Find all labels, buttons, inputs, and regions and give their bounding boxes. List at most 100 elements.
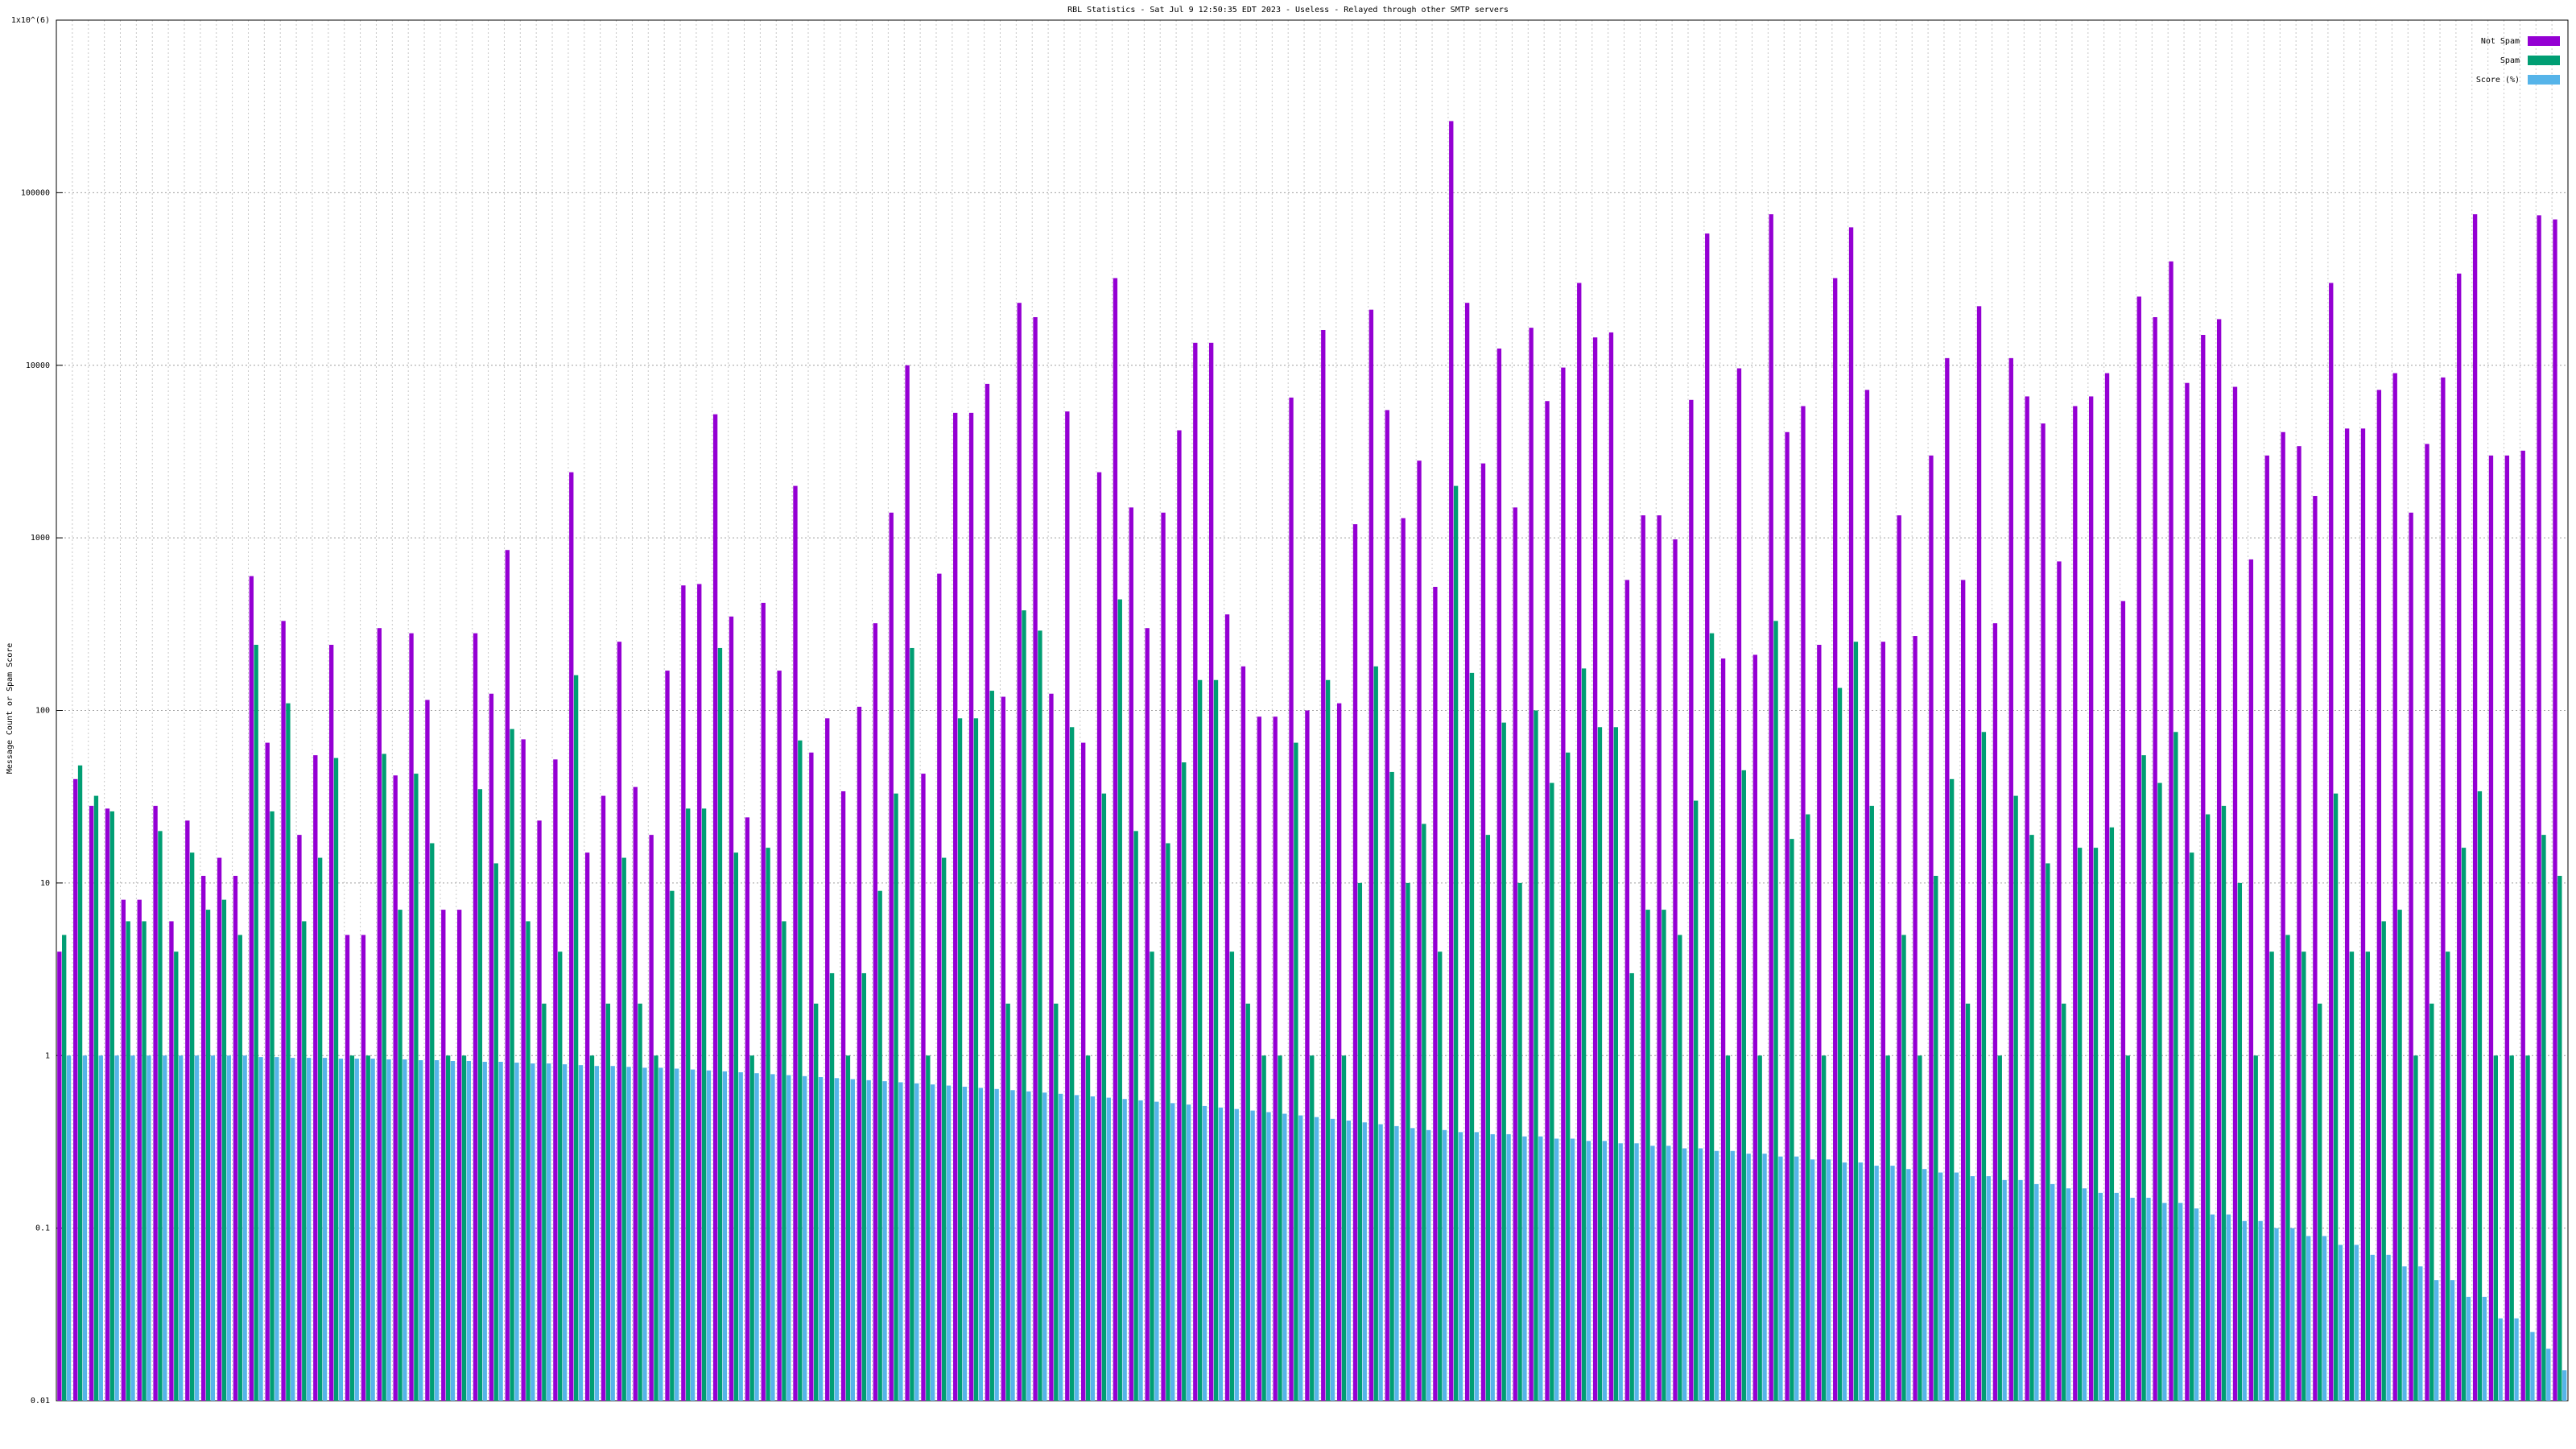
- bar: [526, 921, 530, 1401]
- bar: [877, 890, 882, 1401]
- bar: [1368, 309, 1374, 1402]
- bar: [2073, 406, 2078, 1402]
- bar: [1517, 882, 1522, 1401]
- bar: [766, 848, 770, 1401]
- bar: [1545, 401, 1550, 1401]
- bar: [1981, 732, 1987, 1401]
- bar: [1453, 485, 1459, 1401]
- bar: [2264, 455, 2269, 1402]
- bar: [2498, 1318, 2503, 1401]
- bar: [258, 1057, 263, 1401]
- legend-swatch: [2528, 75, 2560, 85]
- bar: [1261, 1055, 1266, 1401]
- bar: [1193, 342, 1198, 1401]
- bar: [2201, 335, 2206, 1401]
- bar: [1394, 1125, 1399, 1401]
- bar: [605, 1003, 611, 1401]
- bar: [1378, 1124, 1383, 1401]
- bar: [1325, 679, 1331, 1401]
- bar: [985, 383, 990, 1402]
- y-tick-label: 100: [35, 707, 50, 716]
- bar: [498, 1062, 503, 1401]
- bar: [1794, 1156, 1799, 1401]
- bar: [1592, 337, 1598, 1401]
- bar: [2157, 782, 2162, 1401]
- bar: [345, 935, 350, 1401]
- bar: [1801, 406, 1806, 1402]
- bar: [98, 1055, 103, 1401]
- bar: [1769, 214, 1773, 1402]
- bar: [1929, 455, 1934, 1402]
- bar: [338, 1059, 344, 1401]
- bar: [2153, 316, 2157, 1401]
- bar: [2242, 1220, 2247, 1401]
- bar: [493, 863, 498, 1401]
- bar: [441, 910, 446, 1401]
- bar: [1581, 668, 1587, 1401]
- bar: [163, 1055, 167, 1401]
- bar: [946, 1085, 952, 1401]
- bar: [601, 795, 606, 1401]
- bar: [1741, 770, 1746, 1401]
- bar: [2130, 1197, 2135, 1401]
- bar: [217, 857, 222, 1401]
- bar: [649, 835, 654, 1401]
- bar: [169, 921, 174, 1401]
- bar: [1837, 687, 1843, 1401]
- y-tick-label: 10000: [26, 361, 50, 370]
- bar: [2429, 1003, 2434, 1401]
- bar: [409, 633, 414, 1401]
- bar: [782, 921, 786, 1401]
- bar: [569, 472, 574, 1401]
- y-tick-label: 100000: [21, 188, 50, 197]
- bar: [2365, 952, 2371, 1401]
- bar: [1650, 1146, 1655, 1401]
- bar: [237, 935, 242, 1401]
- bar: [1773, 621, 1778, 1401]
- bar: [2297, 446, 2301, 1401]
- bar: [1577, 283, 1582, 1401]
- bar: [2402, 1266, 2407, 1401]
- bar: [2493, 1055, 2498, 1401]
- bar: [2274, 1228, 2279, 1401]
- bar: [1464, 303, 1470, 1401]
- bar: [205, 910, 211, 1401]
- bar: [73, 778, 78, 1401]
- bar: [1762, 1154, 1767, 1401]
- bar: [962, 1086, 968, 1401]
- bar: [573, 675, 579, 1401]
- bar: [1022, 610, 1026, 1401]
- bar: [857, 706, 862, 1401]
- bar: [1208, 342, 1214, 1401]
- bar: [482, 1062, 487, 1401]
- bar: [2190, 852, 2194, 1401]
- bar: [1885, 1055, 1890, 1401]
- bar: [617, 642, 622, 1401]
- bar: [2409, 512, 2413, 1401]
- bar: [2125, 1055, 2130, 1401]
- bar: [802, 1075, 807, 1401]
- bar: [1822, 1055, 1827, 1401]
- bar: [297, 835, 302, 1401]
- bar: [466, 1061, 472, 1401]
- bar: [1714, 1150, 1719, 1401]
- bar: [1273, 716, 1278, 1401]
- bar: [2013, 795, 2018, 1401]
- bar: [1906, 1169, 1911, 1401]
- bar: [882, 1081, 887, 1401]
- bar: [2104, 373, 2110, 1401]
- bar: [562, 1064, 568, 1401]
- bar: [377, 628, 382, 1401]
- bar: [1550, 782, 1554, 1401]
- bar: [2472, 214, 2478, 1402]
- bar: [1874, 1166, 1879, 1401]
- bar: [937, 573, 942, 1401]
- bar: [93, 795, 99, 1401]
- bar: [1918, 1055, 1922, 1401]
- bar: [1186, 1104, 1191, 1401]
- bar: [770, 1074, 775, 1401]
- bar: [829, 972, 835, 1401]
- bar: [1496, 348, 1502, 1402]
- bar: [2514, 1318, 2519, 1401]
